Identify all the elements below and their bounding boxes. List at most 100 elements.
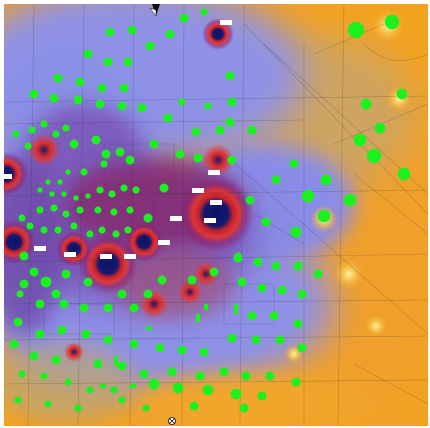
map-label xyxy=(34,246,46,251)
tree-dot xyxy=(239,403,249,413)
tree-dot xyxy=(110,208,118,216)
tree-dot xyxy=(9,339,19,349)
tree-dot xyxy=(76,206,84,214)
map-label xyxy=(4,174,12,179)
tree-dot xyxy=(257,283,267,293)
map-label xyxy=(158,240,170,245)
tree-dot xyxy=(112,230,120,238)
tree-dot xyxy=(290,226,302,238)
tree-dot xyxy=(75,77,85,87)
tree-dot xyxy=(73,195,79,201)
tree-dot xyxy=(313,269,323,279)
tree-dot xyxy=(97,83,107,93)
tree-dot xyxy=(129,339,139,349)
tree-dot xyxy=(19,279,29,289)
tree-dot xyxy=(317,209,331,223)
tree-dot xyxy=(193,153,203,163)
tree-dot xyxy=(247,125,257,135)
tree-dot xyxy=(57,325,67,335)
tree-dot xyxy=(117,361,127,371)
tree-dot xyxy=(257,391,267,401)
tree-dot xyxy=(44,400,52,408)
tree-dot xyxy=(29,351,39,361)
tree-dot xyxy=(360,98,372,110)
tree-dot xyxy=(301,189,315,203)
tree-dot xyxy=(227,155,237,165)
tree-dot xyxy=(219,367,229,377)
map-label xyxy=(64,252,76,257)
tree-dot xyxy=(61,191,67,197)
tree-dot xyxy=(159,183,169,193)
tree-dot xyxy=(293,261,303,271)
tree-dot xyxy=(96,186,104,194)
tree-dot xyxy=(85,193,91,199)
tree-dot xyxy=(172,382,184,394)
tree-dot xyxy=(155,343,165,353)
tree-dot xyxy=(271,261,281,271)
tree-dot xyxy=(61,269,71,279)
tree-dot xyxy=(51,355,61,365)
tree-dot xyxy=(18,370,26,378)
tree-dot xyxy=(74,404,82,412)
tree-dot xyxy=(19,251,29,261)
compass-north-icon xyxy=(149,4,160,17)
tree-dot xyxy=(12,130,20,138)
tree-dot xyxy=(62,124,70,132)
tree-dot xyxy=(52,130,60,138)
tree-dot xyxy=(80,168,88,176)
tree-dot xyxy=(277,285,287,295)
tree-dot xyxy=(269,311,279,321)
tree-dot xyxy=(59,299,69,309)
map-label xyxy=(210,200,222,205)
tree-dot xyxy=(24,142,32,150)
tree-dot xyxy=(53,73,63,83)
tree-dot xyxy=(143,213,153,223)
tree-dot xyxy=(149,139,159,149)
tree-dot xyxy=(202,384,214,396)
tree-dot xyxy=(199,347,209,357)
map-label xyxy=(208,170,220,175)
tree-dot xyxy=(105,27,115,37)
tree-dot xyxy=(129,303,139,313)
tree-dot xyxy=(86,230,94,238)
tree-dot xyxy=(54,226,62,234)
heatmap-map[interactable] xyxy=(4,4,428,426)
tree-dot xyxy=(275,335,285,345)
tree-dot xyxy=(245,195,255,205)
hedge-patch xyxy=(100,384,106,388)
tree-dot xyxy=(73,95,83,105)
tree-dot xyxy=(271,175,281,185)
tree-dot xyxy=(45,179,51,185)
tree-dot xyxy=(163,113,173,123)
tree-dot xyxy=(343,193,357,207)
tree-dot xyxy=(241,371,251,381)
tree-dot xyxy=(28,126,36,134)
tree-dot xyxy=(265,371,275,381)
tree-dot xyxy=(125,155,135,165)
tree-dot xyxy=(200,8,208,16)
tree-dot xyxy=(51,289,61,299)
tree-dot xyxy=(40,372,48,380)
tree-dot xyxy=(103,335,113,345)
tree-dot xyxy=(225,71,235,81)
tree-dot xyxy=(178,98,186,106)
tree-dot xyxy=(167,367,177,377)
map-label xyxy=(124,254,136,259)
tree-dot xyxy=(142,404,150,412)
tree-dot xyxy=(320,174,332,186)
tree-dot xyxy=(225,117,235,127)
tree-dot xyxy=(137,103,147,113)
tree-dot xyxy=(18,214,26,222)
tree-dot xyxy=(227,333,237,343)
hedge-patch xyxy=(114,356,118,366)
tree-dot xyxy=(237,277,247,287)
tree-dot xyxy=(126,206,134,214)
tree-dot xyxy=(384,14,400,30)
map-label xyxy=(100,254,112,259)
tree-dot xyxy=(253,257,263,267)
map-labels xyxy=(4,20,232,259)
tree-dot xyxy=(118,396,126,404)
tree-dot xyxy=(35,299,45,309)
tree-dot xyxy=(83,49,93,59)
tree-dot xyxy=(157,275,167,285)
